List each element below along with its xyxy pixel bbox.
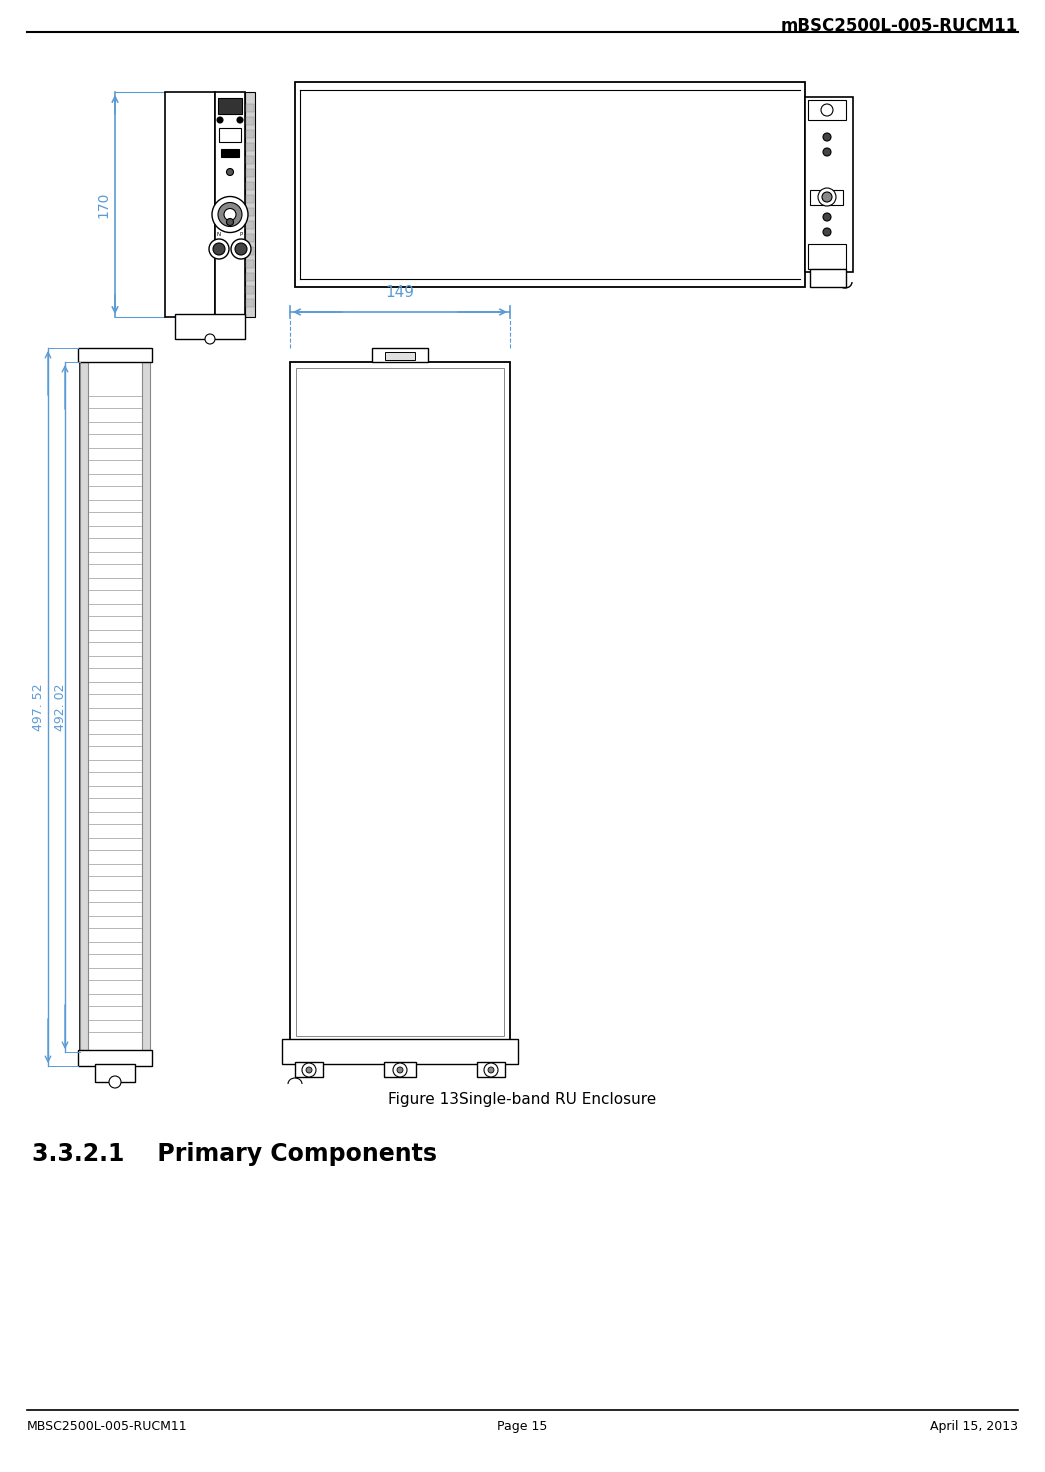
Text: Page 15: Page 15 (496, 1420, 548, 1434)
Text: mBSC2500L-005-RUCM11: mBSC2500L-005-RUCM11 (781, 18, 1018, 35)
Circle shape (109, 1076, 121, 1088)
Text: MBSC2500L-005-RUCM11: MBSC2500L-005-RUCM11 (27, 1420, 188, 1434)
Circle shape (488, 1067, 494, 1073)
Circle shape (237, 116, 243, 124)
Bar (246, 105, 254, 112)
Text: P: P (239, 233, 242, 237)
Circle shape (821, 105, 833, 116)
Text: 149: 149 (386, 286, 415, 300)
Text: 3.3.2.1    Primary Components: 3.3.2.1 Primary Components (32, 1142, 437, 1166)
Circle shape (213, 243, 225, 255)
Bar (808, 244, 846, 269)
Circle shape (209, 238, 229, 259)
Bar (80, 362, 88, 1052)
Text: April 15, 2013: April 15, 2013 (930, 1420, 1018, 1434)
Bar (808, 100, 846, 121)
Bar (215, 91, 245, 316)
Bar (246, 143, 254, 152)
Bar (78, 347, 152, 362)
Bar (295, 82, 805, 287)
Circle shape (217, 116, 223, 124)
Bar (246, 299, 254, 308)
Circle shape (224, 209, 236, 221)
Bar (384, 1061, 416, 1078)
Bar (142, 362, 150, 1052)
Bar (295, 1061, 323, 1078)
Circle shape (484, 1063, 498, 1078)
Bar (246, 130, 254, 138)
Bar (220, 149, 239, 158)
Bar (246, 183, 254, 190)
Circle shape (397, 1067, 403, 1073)
Circle shape (302, 1063, 316, 1078)
Bar (246, 272, 254, 281)
Bar (372, 347, 428, 362)
Bar (165, 91, 215, 316)
Bar (246, 221, 254, 230)
Bar (810, 269, 846, 287)
Bar (477, 1061, 505, 1078)
Bar (246, 234, 254, 241)
Circle shape (393, 1063, 407, 1078)
Bar (80, 362, 150, 1052)
Bar (246, 194, 254, 203)
Bar (245, 91, 255, 316)
Circle shape (818, 188, 836, 206)
Bar (246, 156, 254, 163)
Bar (810, 190, 843, 205)
Bar (175, 314, 245, 339)
Circle shape (235, 243, 247, 255)
Bar (296, 368, 504, 1036)
Bar (219, 128, 241, 141)
Text: 492. 02: 492. 02 (53, 683, 67, 730)
Bar (246, 261, 254, 268)
Circle shape (822, 191, 832, 202)
Circle shape (205, 334, 215, 344)
Bar (246, 247, 254, 255)
Circle shape (212, 196, 248, 233)
Circle shape (227, 218, 233, 225)
Text: Figure 13Single-band RU Enclosure: Figure 13Single-band RU Enclosure (388, 1092, 656, 1107)
Circle shape (231, 238, 251, 259)
Bar (246, 286, 254, 294)
Circle shape (306, 1067, 312, 1073)
Bar (282, 1039, 518, 1064)
Bar (246, 116, 254, 125)
Bar (246, 208, 254, 216)
Bar (805, 97, 853, 272)
Bar (78, 1050, 152, 1066)
Bar (95, 1064, 135, 1082)
Circle shape (218, 203, 242, 227)
Text: 497. 52: 497. 52 (31, 683, 45, 730)
Bar (218, 99, 242, 113)
Circle shape (227, 168, 233, 175)
Text: 170: 170 (96, 191, 110, 218)
Text: N: N (217, 233, 222, 237)
Circle shape (823, 228, 831, 236)
Bar (291, 362, 510, 1042)
Circle shape (823, 149, 831, 156)
Circle shape (823, 132, 831, 141)
Circle shape (823, 213, 831, 221)
Bar (246, 169, 254, 177)
Bar (385, 352, 415, 361)
